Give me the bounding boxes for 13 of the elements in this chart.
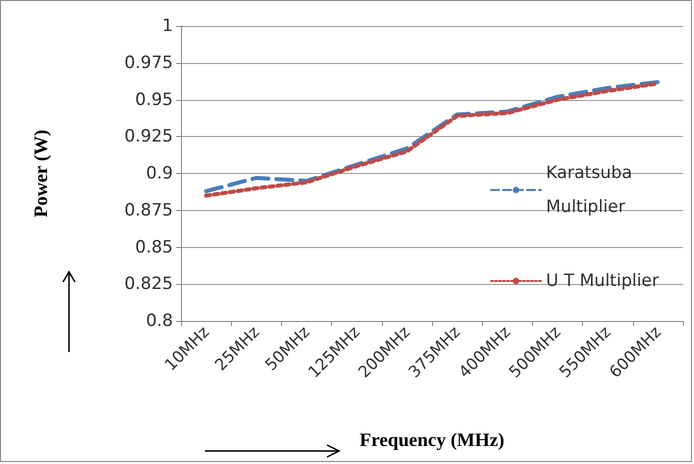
y-axis-title: Power (W)	[31, 130, 52, 218]
legend-label: Karatsuba Multiplier	[546, 163, 638, 217]
y-tick-label: 0.95	[135, 90, 173, 110]
y-tick-label: 0.875	[124, 200, 173, 220]
y-tick-label: 0.975	[124, 52, 173, 73]
y-tick-label: 1	[162, 16, 173, 36]
legend-label: U T Multiplier	[546, 271, 659, 291]
y-tick-label: 0.925	[124, 126, 173, 147]
y-tick-label: 0.9	[146, 164, 173, 184]
y-tick-label: 0.825	[124, 274, 173, 294]
y-tick-label: 0.8	[146, 311, 173, 331]
x-axis-title: Frequency (MHz)	[360, 430, 504, 451]
y-tick-label: 0.85	[135, 237, 173, 258]
